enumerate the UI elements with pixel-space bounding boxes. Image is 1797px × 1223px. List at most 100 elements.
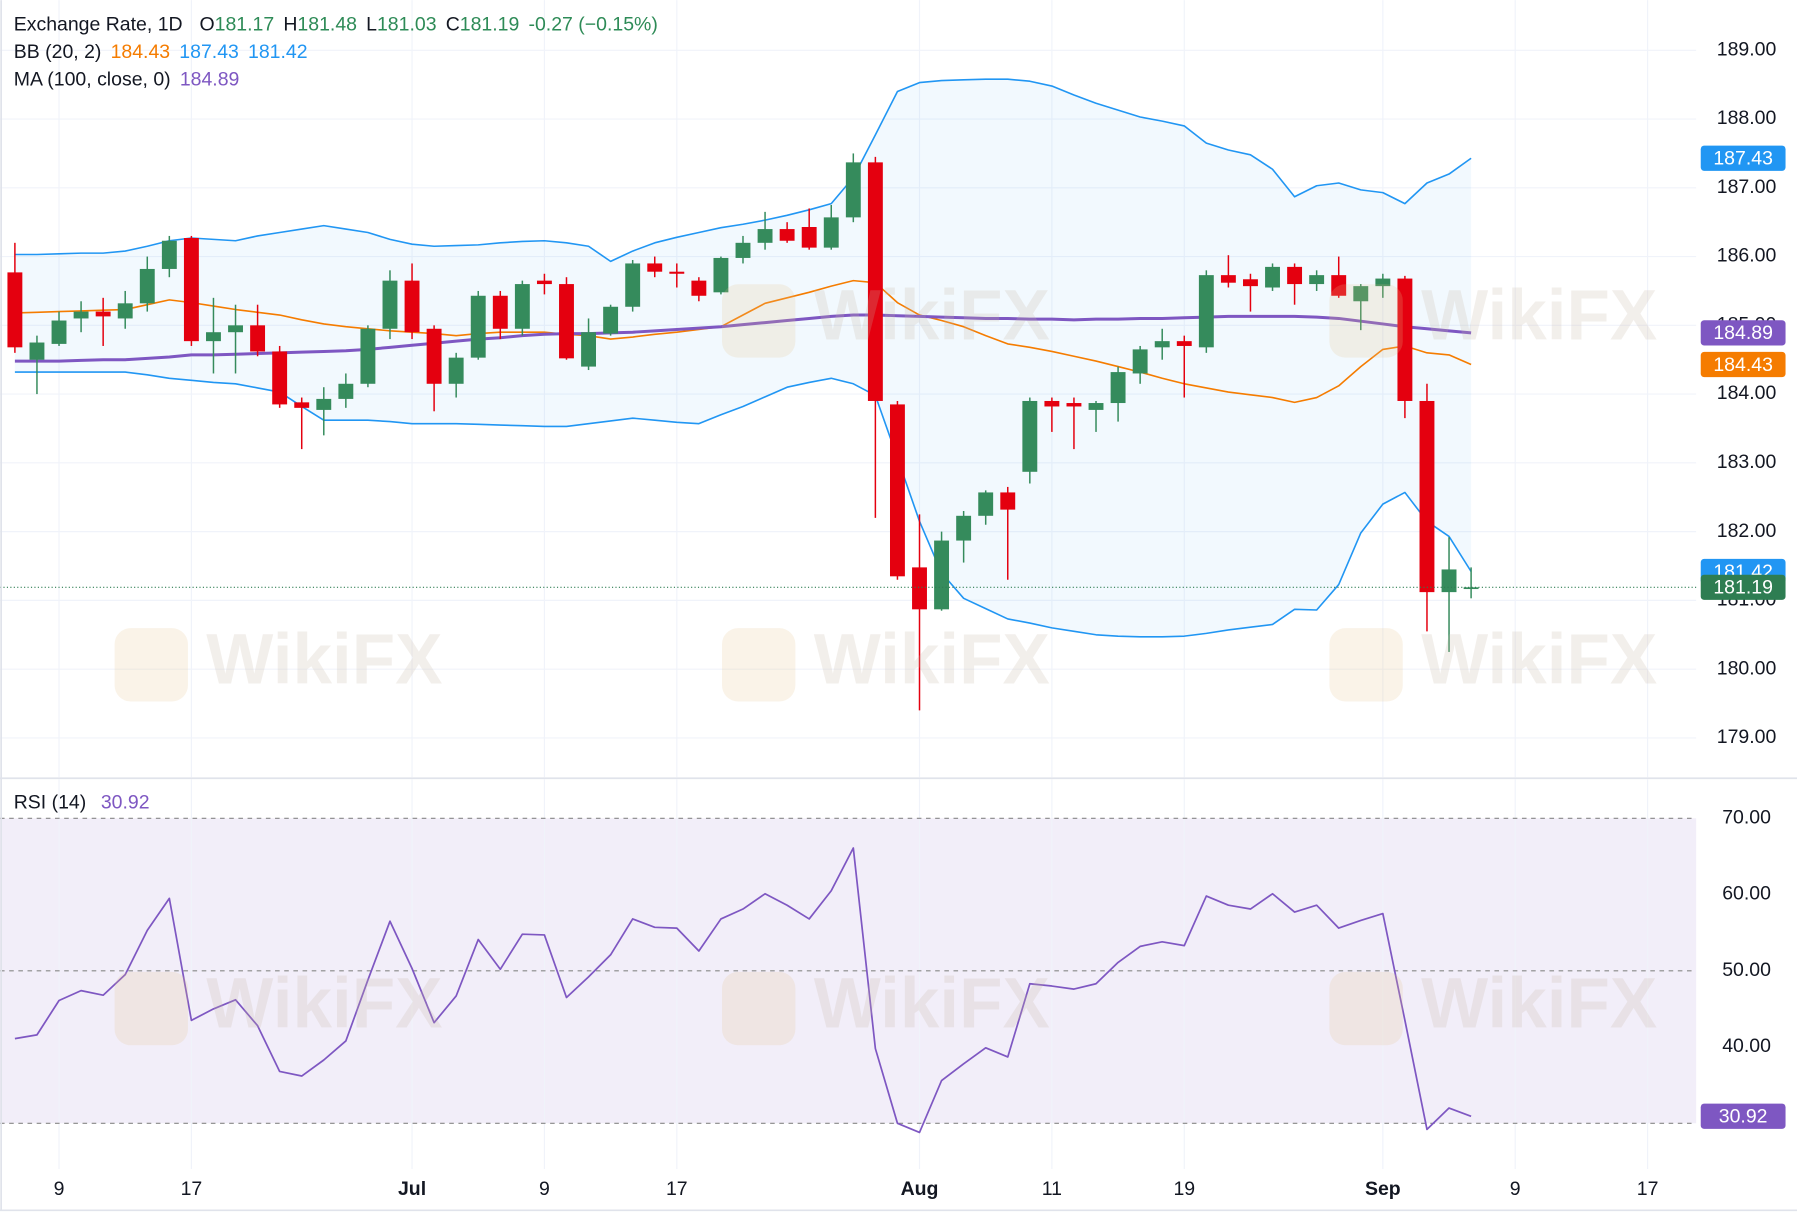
legend-value: 184.89 — [180, 68, 240, 90]
watermark: WikiFX — [1421, 621, 1657, 700]
watermark-logo — [1329, 628, 1403, 702]
watermark: WikiFX — [1421, 277, 1657, 356]
watermark: WikiFX — [206, 621, 442, 700]
watermark-logo — [114, 971, 188, 1046]
legend-key: C — [446, 13, 460, 35]
candle-body — [603, 306, 619, 334]
watermark: WikiFX — [814, 964, 1050, 1043]
watermark-logo — [114, 628, 188, 702]
watermark: WikiFX — [814, 277, 1050, 356]
rsi-name: RSI (14) — [14, 792, 87, 814]
watermark-logo — [722, 628, 796, 702]
value-badge — [1700, 351, 1786, 378]
legend-key: L — [366, 13, 377, 35]
candle-body — [514, 284, 530, 329]
candle-body — [95, 311, 111, 317]
x-tick-label: 11 — [1042, 1178, 1062, 1200]
legend-key: H — [283, 13, 297, 35]
value-badge — [1700, 1103, 1786, 1129]
legend-value: 181.42 — [248, 41, 308, 63]
candle-body — [956, 515, 972, 541]
candle-body — [1375, 278, 1391, 287]
watermark-logo — [1329, 971, 1403, 1046]
candle-body — [272, 351, 288, 405]
indicator-line — [14, 78, 1472, 263]
y-tick-label: 188.00 — [1717, 107, 1777, 129]
y-tick-label: 179.00 — [1717, 726, 1777, 748]
candle-body — [1441, 569, 1457, 593]
y-tick-label: 182.00 — [1717, 520, 1777, 542]
y-tick-label: 70.00 — [1722, 806, 1771, 828]
candle-body — [448, 357, 464, 384]
candle-body — [1331, 275, 1347, 296]
indicator-line — [14, 371, 1472, 638]
value-badge — [1700, 320, 1786, 346]
candle-body — [1176, 341, 1192, 346]
rsi-line — [14, 847, 1472, 1134]
candle-body — [735, 242, 751, 258]
value-badge — [1700, 574, 1786, 600]
legend-value: -0.27 (−0.15%) — [529, 13, 658, 35]
watermark: WikiFX — [206, 964, 442, 1043]
candle-body — [1287, 266, 1303, 285]
candle-body — [1309, 275, 1325, 285]
candle-body — [316, 398, 332, 410]
candle-body — [1419, 400, 1435, 593]
legend-name: BB (20, 2) — [14, 41, 102, 63]
legend-value: 181.17 — [215, 13, 275, 35]
y-tick-label: 186.00 — [1717, 245, 1777, 267]
candle-body — [161, 240, 177, 269]
legend-value: 187.43 — [179, 41, 239, 63]
legend-value: 184.43 — [111, 41, 171, 63]
candle-body — [912, 567, 927, 610]
candle-body — [426, 328, 442, 384]
candle-body — [691, 280, 707, 296]
candle-body — [1022, 400, 1038, 472]
value-badge — [1700, 145, 1786, 171]
x-tick-label: 9 — [1510, 1178, 1521, 1200]
candle-body — [1044, 400, 1060, 407]
candle-body — [228, 325, 243, 333]
candle-body — [1265, 266, 1280, 288]
x-tick-label: 17 — [666, 1178, 688, 1200]
x-tick-label: 17 — [181, 1178, 203, 1200]
candle-body — [889, 404, 905, 577]
y-tick-label: 50.00 — [1722, 959, 1771, 981]
ma-legend: MA (100, close, 0) 184.89 — [14, 68, 240, 90]
candle-body — [625, 263, 641, 307]
value-badge-label: 30.92 — [1719, 1106, 1768, 1128]
candle-body — [51, 320, 67, 344]
candle-body — [757, 229, 773, 243]
candle-body — [823, 217, 839, 248]
candle-body — [1243, 279, 1258, 287]
x-tick-label: 9 — [539, 1178, 550, 1200]
y-tick-label: 183.00 — [1717, 451, 1777, 473]
band-fill — [14, 79, 1472, 637]
legend-group: O181.17 H181.48 L181.03 C181.19 -0.27 (−0.15… — [199, 13, 657, 35]
bb-legend: BB (20, 2) 184.43 187.43 181.42 — [14, 41, 308, 63]
candle-body — [1353, 286, 1369, 302]
x-tick-label: Jul — [398, 1178, 426, 1200]
candle-body — [934, 540, 950, 610]
candle-body — [294, 402, 310, 408]
candle-body — [382, 280, 398, 329]
candle-body — [1154, 341, 1170, 348]
candle-body — [7, 272, 23, 348]
candle-body — [581, 332, 596, 367]
candle-body — [1110, 372, 1126, 404]
y-tick-label: 187.00 — [1717, 176, 1777, 198]
legend-value: 30.92 — [101, 792, 150, 814]
chart-title: Exchange Rate, 1D — [14, 13, 183, 35]
candle-body — [1088, 403, 1104, 410]
x-tick-label: Sep — [1365, 1178, 1401, 1200]
y-tick-label: 184.00 — [1717, 382, 1777, 404]
candle-body — [1000, 492, 1016, 510]
x-tick-label: 17 — [1637, 1178, 1659, 1200]
candle-body — [779, 229, 795, 241]
watermark-logo — [722, 284, 796, 358]
candle-body — [845, 162, 861, 218]
candle-body — [1132, 349, 1148, 374]
candle-body — [404, 280, 420, 333]
candle-body — [647, 263, 663, 272]
